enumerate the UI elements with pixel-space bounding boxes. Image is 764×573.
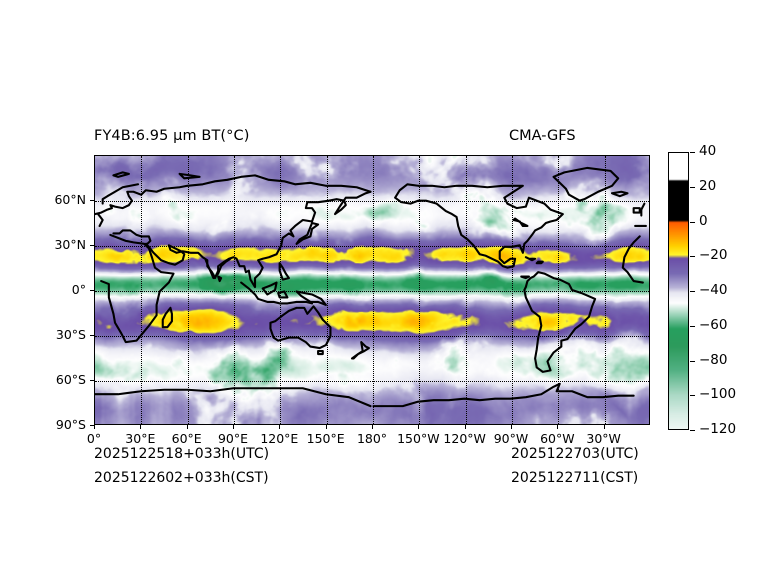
x-tick-label: 180° [356,431,388,446]
plot-title-right: CMA-GFS [509,128,576,144]
gridline-meridian [141,156,143,424]
colorbar-tick-label: −80 [699,351,728,368]
x-tick-mark [557,425,559,429]
x-tick-label: 60°E [171,431,202,446]
colorbar-tick-label: 20 [699,177,717,194]
x-tick-label: 30°W [586,431,621,446]
colorbar-tick-mark [690,360,695,362]
x-tick-label: 120°E [260,431,299,446]
x-tick-mark [94,425,95,429]
gridline-meridian [234,156,235,424]
y-tick-mark [90,425,94,426]
x-tick-mark [418,425,420,429]
x-tick-mark [511,425,512,429]
gridline-meridian [187,156,189,424]
x-tick-mark [603,425,605,429]
x-tick-label: 150°E [306,431,345,446]
gridline-meridian [373,156,374,424]
colorbar-tick-label: −60 [699,316,728,333]
colorbar-tick-label: −120 [699,421,737,437]
colorbar [668,152,689,430]
colorbar-tick-mark [690,186,695,188]
y-tick-mark [90,380,94,381]
y-tick-label: 60°N [54,192,86,207]
graticule-layer [95,156,649,424]
colorbar-tick-label: 40 [699,143,717,159]
x-tick-mark [233,425,234,429]
x-tick-mark [186,425,188,429]
map-plot-area [94,155,650,425]
x-tick-label: 60°W [540,431,575,446]
colorbar-tick-mark [690,221,695,223]
colorbar-tick-label: −20 [699,247,728,264]
footer-valid-cst: 2025122602+033h(CST) [94,470,269,486]
colorbar-gradient [669,153,688,429]
colorbar-tick-mark [690,325,695,327]
y-tick-mark [90,290,94,291]
colorbar-tick-mark [690,291,695,292]
gridline-parallel [95,381,649,382]
x-tick-label: 150°W [397,431,440,446]
gridline-meridian [604,156,606,424]
gridline-parallel [95,246,649,247]
y-tick-mark [90,200,94,201]
gridline-meridian [280,156,282,424]
y-tick-mark [90,245,94,246]
x-tick-label: 30°E [125,431,156,446]
colorbar-tick-label: −40 [699,282,728,298]
gridline-meridian [419,156,421,424]
colorbar-tick-mark [690,430,695,431]
gridline-meridian [326,156,328,424]
gridline-parallel [95,291,649,292]
y-tick-mark [90,335,94,336]
colorbar-tick-label: −100 [699,386,737,403]
gridline-meridian [512,156,513,424]
footer-init-utc: 2025122703(UTC) [511,446,639,462]
x-tick-mark [464,425,466,429]
gridline-meridian [558,156,560,424]
x-tick-mark [372,425,373,429]
plot-title-left: FY4B:6.95 μm BT(°C) [94,128,250,144]
gridline-meridian [465,156,467,424]
y-tick-label: 90°S [55,417,86,432]
colorbar-tick-label: 0 [699,212,708,229]
coastline-overlay [95,166,647,424]
x-tick-mark [325,425,327,429]
x-tick-label: 90°W [493,431,529,446]
y-tick-label: 0° [71,282,86,297]
colorbar-tick-mark [690,395,695,397]
footer-valid-utc: 2025122518+033h(UTC) [94,446,270,462]
x-tick-label: 0° [86,431,102,446]
x-tick-label: 90°E [217,431,249,446]
footer-init-cst: 2025122711(CST) [511,470,639,486]
x-tick-mark [140,425,142,429]
x-tick-label: 120°W [443,431,486,446]
colorbar-tick-mark [690,256,695,258]
gridline-parallel [95,336,649,337]
y-tick-label: 30°N [54,237,86,252]
gridline-parallel [95,201,649,202]
y-tick-label: 60°S [55,372,86,387]
colorbar-tick-mark [690,152,695,153]
water-vapor-heatmap [95,156,649,424]
y-tick-label: 30°S [55,327,86,342]
x-tick-mark [279,425,281,429]
